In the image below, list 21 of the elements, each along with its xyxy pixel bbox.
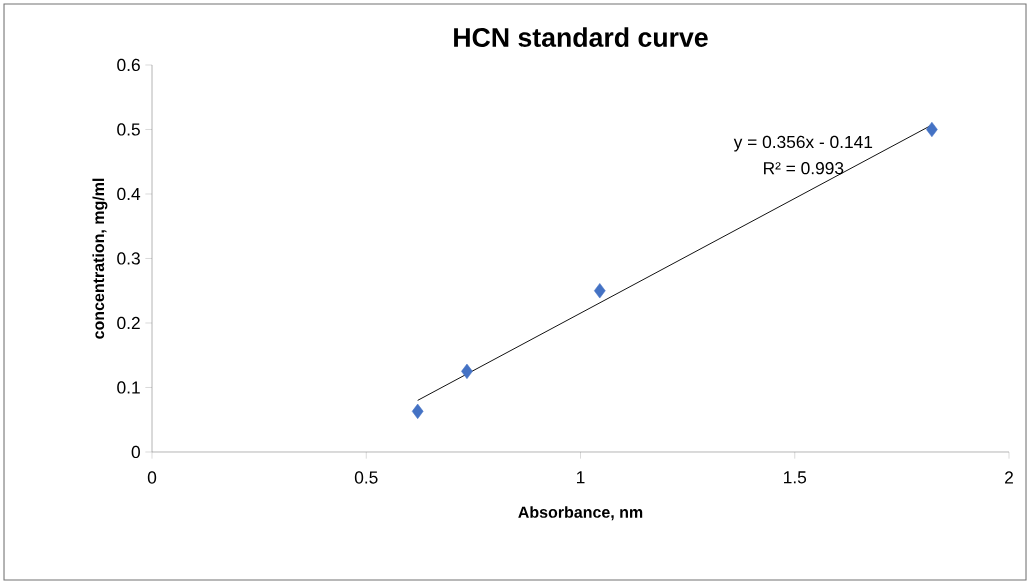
y-tick-label: 0.6 bbox=[117, 58, 140, 72]
y-tick-label: 0.2 bbox=[117, 316, 140, 330]
point bbox=[594, 283, 606, 299]
point bbox=[411, 403, 424, 419]
chart-title: HCN standard curve bbox=[454, 27, 708, 47]
x-tick-label: 0 bbox=[147, 471, 157, 484]
y-tick-label: 0 bbox=[131, 445, 140, 459]
y-tick-label: 0.1 bbox=[117, 381, 140, 394]
y-tick-label: 0.3 bbox=[117, 252, 140, 265]
point bbox=[926, 121, 938, 138]
y-tick-label: 0.4 bbox=[117, 187, 141, 201]
point bbox=[461, 363, 473, 379]
x-tick-label: 0.5 bbox=[354, 471, 378, 484]
annotation: R² = 0.993 bbox=[764, 162, 844, 175]
x-tick-label: 1.5 bbox=[784, 471, 807, 484]
x-tick-label: 1 bbox=[577, 471, 585, 484]
x-tick-label: 2 bbox=[1005, 471, 1013, 484]
x-axis-title: Absorbance, nm bbox=[518, 506, 643, 521]
y-axis-title: concentration, mg/ml bbox=[92, 178, 108, 339]
annotation: y = 0.356x - 0.141 bbox=[733, 135, 873, 152]
y-tick-label: 0.5 bbox=[117, 123, 140, 136]
